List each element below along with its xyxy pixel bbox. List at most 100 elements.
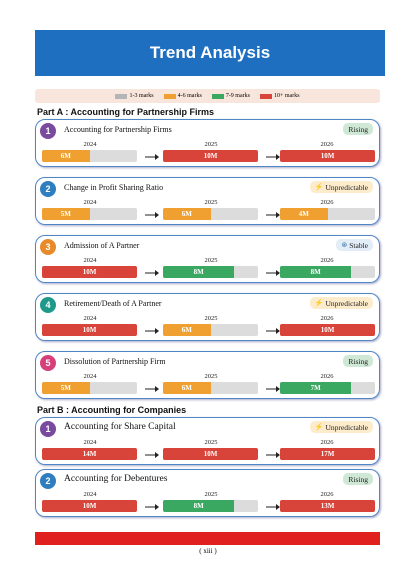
year-label: 2024 (83, 257, 97, 264)
topic-number: 5 (40, 355, 56, 371)
arrow (263, 266, 283, 278)
marks-bar: 10M (42, 324, 137, 336)
year-label: 2025 (204, 199, 218, 206)
topic-name: Admission of A Partner (64, 241, 140, 250)
topic-card: 1 Accounting for Partnership Firms Rising 2… (35, 119, 380, 167)
trend-label: Stable (349, 240, 368, 250)
legend-item: 4-6 marks (163, 93, 202, 99)
marks-bar: 17M (280, 448, 375, 460)
marks-track: 10M (42, 500, 137, 512)
year-label: 2025 (204, 315, 218, 322)
topic-name: Dissolution of Partnership Firm (64, 357, 166, 366)
year-label: 2026 (320, 315, 334, 322)
legend: 1-3 marks 4-6 marks 7-9 marks 10+ marks (35, 89, 380, 103)
marks-bar: 4M (280, 208, 328, 220)
year-label: 2026 (320, 199, 334, 206)
trend-icon: ⚡ (314, 183, 324, 191)
arrow-icon (266, 386, 280, 392)
arrow (263, 208, 283, 220)
marks-track: 14M (42, 448, 137, 460)
marks-track: 8M (163, 266, 258, 278)
topic-number: 2 (40, 181, 56, 197)
marks-bar: 8M (163, 500, 235, 512)
year-label: 2026 (320, 439, 334, 446)
legend-label: 10+ marks (273, 93, 300, 99)
trend-badge: Rising (343, 355, 373, 367)
arrow (263, 150, 283, 162)
arrow-icon (145, 386, 159, 392)
arrow-icon (266, 504, 280, 510)
marks-track: 6M (42, 150, 137, 162)
arrow-icon (266, 212, 280, 218)
legend-item: 7-9 marks (211, 93, 250, 99)
marks-track: 10M (280, 150, 375, 162)
marks-bar: 6M (42, 150, 90, 162)
legend-swatch (163, 93, 176, 99)
year-label: 2026 (320, 373, 334, 380)
page-number: ( xiii ) (199, 547, 217, 555)
marks-bar: 10M (163, 150, 258, 162)
marks-bar: 5M (42, 382, 90, 394)
arrow (142, 266, 162, 278)
marks-track: 17M (280, 448, 375, 460)
year-label: 2025 (204, 491, 218, 498)
part-title: Part B : Accounting for Companies (37, 405, 187, 415)
arrow (142, 324, 162, 336)
trend-icon: ⚡ (314, 423, 324, 431)
topic-name: Change in Profit Sharing Ratio (64, 183, 164, 192)
year-label: 2026 (320, 141, 334, 148)
marks-bar: 10M (280, 324, 375, 336)
marks-bar: 13M (280, 500, 375, 512)
marks-bar: 10M (163, 448, 258, 460)
header-title: Trend Analysis (35, 30, 385, 76)
marks-track: 7M (280, 382, 375, 394)
marks-track: 10M (163, 150, 258, 162)
topic-number: 2 (40, 473, 56, 489)
marks-track: 13M (280, 500, 375, 512)
arrow-icon (266, 452, 280, 458)
trend-label: Rising (348, 124, 368, 134)
legend-item: 1-3 marks (115, 93, 154, 99)
legend-swatch (259, 93, 272, 99)
marks-bar: 10M (280, 150, 375, 162)
arrow-icon (145, 154, 159, 160)
arrow (263, 324, 283, 336)
arrow (263, 382, 283, 394)
year-label: 2025 (204, 257, 218, 264)
trend-badge: ⚡ Unpredictable (309, 421, 373, 433)
marks-track: 10M (163, 448, 258, 460)
year-label: 2025 (204, 141, 218, 148)
part-title: Part A : Accounting for Partnership Firm… (37, 107, 215, 117)
topic-card: 1 Accounting for Share Capital ⚡ Unpredicta… (35, 417, 380, 465)
trend-badge: ⊛ Stable (336, 239, 373, 251)
arrow-icon (266, 328, 280, 334)
marks-track: 4M (280, 208, 375, 220)
legend-label: 4-6 marks (177, 93, 202, 99)
marks-track: 6M (163, 382, 258, 394)
trend-label: Rising (348, 474, 368, 484)
legend-swatch (211, 93, 224, 99)
marks-track: 10M (42, 266, 137, 278)
marks-track: 10M (280, 324, 375, 336)
legend-label: 7-9 marks (225, 93, 250, 99)
topic-number: 3 (40, 239, 56, 255)
topic-number: 4 (40, 297, 56, 313)
marks-track: 10M (42, 324, 137, 336)
arrow-icon (266, 270, 280, 276)
marks-bar: 8M (280, 266, 352, 278)
marks-bar: 6M (163, 382, 211, 394)
year-label: 2024 (83, 141, 97, 148)
arrow (142, 500, 162, 512)
marks-bar: 8M (163, 266, 235, 278)
marks-bar: 6M (163, 324, 211, 336)
marks-bar: 7M (280, 382, 352, 394)
topic-name: Accounting for Debentures (64, 474, 168, 484)
trend-label: Unpredictable (325, 298, 368, 308)
legend-swatch (115, 93, 128, 99)
marks-track: 6M (163, 208, 258, 220)
year-label: 2025 (204, 373, 218, 380)
topic-number: 1 (40, 421, 56, 437)
trend-badge: ⚡ Unpredictable (309, 181, 373, 193)
topic-number: 1 (40, 123, 56, 139)
